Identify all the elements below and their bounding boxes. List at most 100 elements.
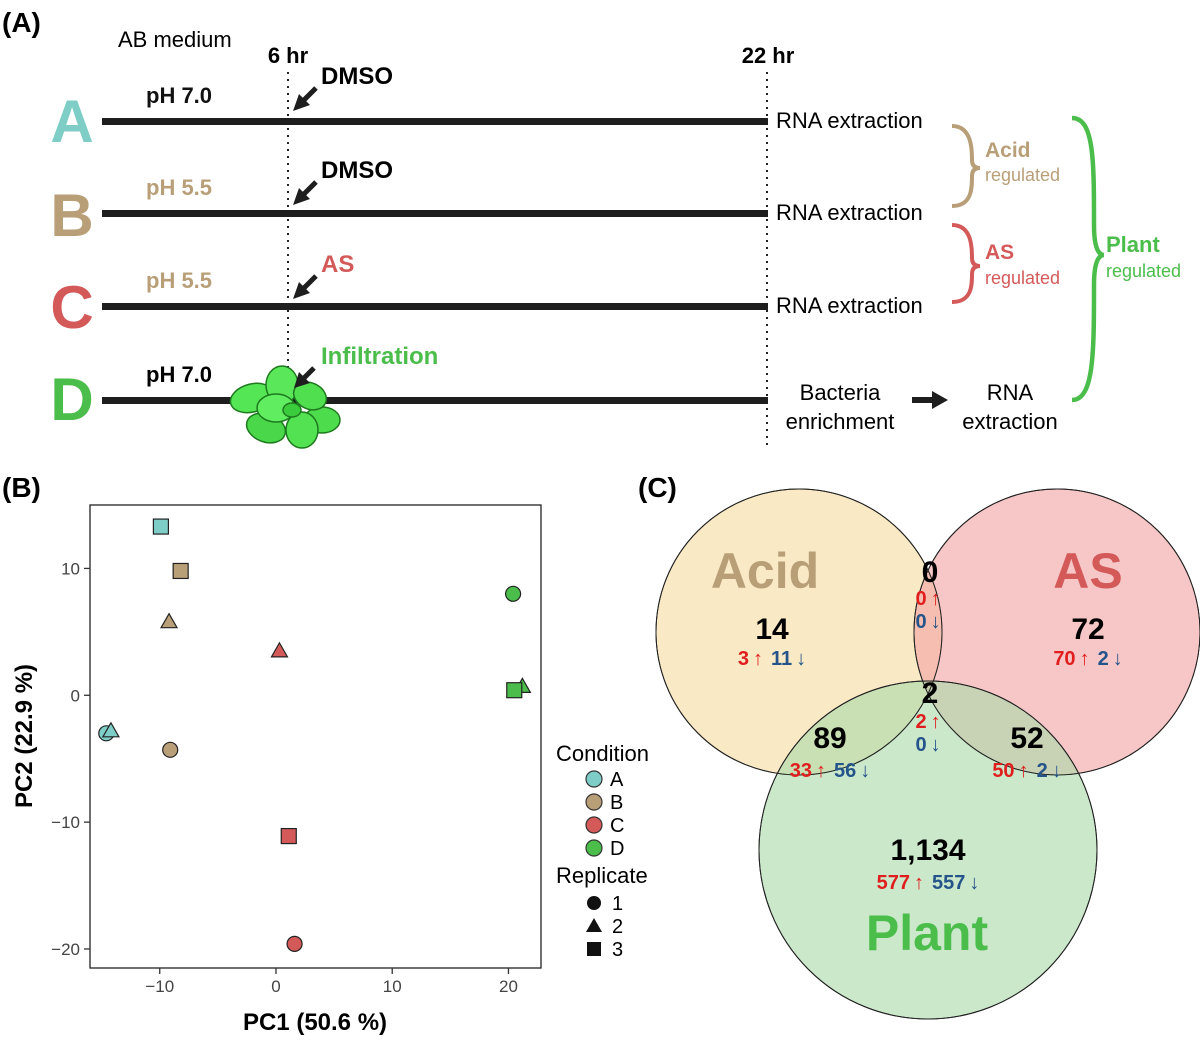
legend-replicate-2: 2 bbox=[612, 916, 623, 938]
row-d-end-line3: RNA bbox=[987, 380, 1034, 405]
plant-brace-title: Plant bbox=[1106, 232, 1160, 257]
row-b-end: RNA extraction bbox=[776, 200, 923, 225]
set-label-acid: Acid bbox=[711, 543, 819, 599]
row-b-treatment: DMSO bbox=[321, 157, 393, 184]
point-A-rep3 bbox=[152, 518, 170, 535]
time-6hr-label: 6 hr bbox=[268, 43, 309, 68]
plot-frame bbox=[89, 504, 542, 969]
row-c-arrow-icon bbox=[293, 274, 318, 299]
region-total: 72 bbox=[1071, 613, 1104, 646]
point-B-rep2 bbox=[160, 612, 179, 629]
point-C-rep2 bbox=[270, 641, 289, 658]
legend-square-icon bbox=[587, 942, 601, 956]
row-a-treatment: DMSO bbox=[321, 63, 393, 90]
row-c-treatment: AS bbox=[321, 251, 354, 278]
row-d-end-line4: extraction bbox=[962, 409, 1057, 434]
panel-b-label: (B) bbox=[2, 472, 41, 503]
legend-swatch-d bbox=[585, 839, 603, 857]
x-tick-label: 20 bbox=[499, 977, 518, 996]
legend-swatch-c bbox=[585, 816, 603, 834]
legend-swatch-b bbox=[585, 793, 603, 811]
legend-label-c: C bbox=[610, 815, 624, 837]
legend-triangle-icon bbox=[586, 918, 602, 932]
as-brace: AS regulated bbox=[951, 223, 1060, 304]
legend-condition-title: Condition bbox=[556, 741, 649, 766]
point-B-rep3 bbox=[172, 562, 189, 580]
y-axis: −20 −10 0 10 bbox=[51, 559, 90, 959]
row-d: D pH 7.0 Infiltration Bacteria enrichmen… bbox=[50, 343, 1058, 449]
row-c-letter: C bbox=[50, 274, 93, 341]
region-counts: 3 ↑ 11 ↓ bbox=[738, 648, 806, 670]
y-axis-label: PC2 (22.9 %) bbox=[11, 664, 38, 808]
x-axis-label: PC1 (50.6 %) bbox=[243, 1009, 387, 1036]
plant-brace-sub: regulated bbox=[1106, 261, 1181, 281]
x-tick-label: −10 bbox=[145, 977, 174, 996]
y-tick-label: 10 bbox=[61, 559, 80, 578]
point-C-rep3 bbox=[280, 827, 297, 845]
enrichment-arrow-icon bbox=[912, 391, 948, 409]
panel-c-label: (C) bbox=[638, 472, 677, 503]
row-c: C pH 5.5 AS RNA extraction bbox=[50, 251, 922, 341]
point-A-rep2 bbox=[101, 721, 120, 738]
row-d-treatment: Infiltration bbox=[321, 343, 438, 370]
region-center: 2 2 ↑ 0 ↓ bbox=[915, 677, 940, 756]
x-axis: −10 0 10 20 bbox=[145, 968, 518, 996]
legend: Condition A B C D Replicate 1 2 3 bbox=[556, 741, 649, 961]
time-22hr-label: 22 hr bbox=[742, 43, 795, 68]
legend-replicate-title: Replicate bbox=[556, 863, 648, 888]
row-a-timeline bbox=[102, 118, 768, 125]
region-down: 0 ↓ bbox=[915, 611, 940, 633]
plant-brace: Plant regulated bbox=[1071, 115, 1181, 403]
row-d-letter: D bbox=[50, 366, 93, 433]
row-d-arrow-icon bbox=[294, 366, 316, 388]
region-as-only: 72 70 ↑ 2 ↓ bbox=[1053, 613, 1122, 670]
panel-b: (B) −10 0 10 20 −20 −10 0 10 PC1 (50.6 %) PC2 … bbox=[2, 472, 649, 1036]
point-C-rep1 bbox=[286, 935, 303, 952]
region-total: 2 bbox=[922, 677, 939, 710]
region-total: 14 bbox=[755, 613, 789, 646]
row-a: A pH 7.0 DMSO RNA extraction bbox=[50, 63, 922, 155]
row-d-timeline bbox=[102, 397, 768, 404]
panel-c: (C) Acid AS Plant 14 3 ↑ 11 ↓ 0 0 ↑ 0 ↓ bbox=[638, 472, 1200, 1020]
region-counts: 577 ↑ 557 ↓ bbox=[877, 872, 980, 894]
region-down: 0 ↓ bbox=[915, 734, 940, 756]
region-acid-only: 14 3 ↑ 11 ↓ bbox=[738, 613, 806, 670]
x-tick-label: 10 bbox=[383, 977, 402, 996]
data-points bbox=[98, 518, 532, 952]
legend-label-b: B bbox=[610, 792, 623, 814]
y-tick-label: −20 bbox=[51, 940, 80, 959]
row-c-end: RNA extraction bbox=[776, 293, 923, 318]
legend-label-d: D bbox=[610, 838, 624, 860]
medium-label: AB medium bbox=[118, 27, 232, 52]
legend-replicate-1: 1 bbox=[612, 893, 623, 915]
row-a-letter: A bbox=[50, 88, 93, 155]
region-total: 1,134 bbox=[890, 834, 965, 867]
x-tick-label: 0 bbox=[271, 977, 280, 996]
panel-a: (A) AB medium 6 hr 22 hr A pH 7.0 DMSO R… bbox=[2, 7, 1181, 449]
region-counts: 70 ↑ 2 ↓ bbox=[1053, 648, 1122, 670]
region-total: 52 bbox=[1010, 722, 1043, 755]
row-d-end-line2: enrichment bbox=[786, 409, 895, 434]
point-D-rep3 bbox=[506, 682, 523, 699]
region-total: 0 bbox=[922, 556, 939, 589]
row-b-arrow-icon bbox=[293, 180, 318, 205]
region-as-plant: 52 50 ↑ 2 ↓ bbox=[992, 722, 1061, 782]
plant-rosette-icon bbox=[229, 365, 341, 449]
row-d-end-line1: Bacteria bbox=[800, 380, 881, 405]
row-c-ph: pH 5.5 bbox=[146, 268, 212, 293]
row-a-end: RNA extraction bbox=[776, 108, 923, 133]
point-D-rep1 bbox=[505, 585, 522, 602]
region-plant-only: 1,134 577 ↑ 557 ↓ bbox=[877, 834, 980, 894]
acid-brace-title: Acid bbox=[985, 139, 1031, 162]
row-b-ph: pH 5.5 bbox=[146, 175, 212, 200]
as-brace-title: AS bbox=[985, 241, 1014, 264]
y-tick-label: −10 bbox=[51, 813, 80, 832]
region-up: 0 ↑ bbox=[915, 588, 940, 610]
row-a-ph: pH 7.0 bbox=[146, 83, 212, 108]
pca-plot: −10 0 10 20 −20 −10 0 10 PC1 (50.6 %) PC2 (22.… bbox=[11, 504, 542, 1036]
as-brace-sub: regulated bbox=[985, 268, 1060, 288]
row-b-letter: B bbox=[50, 182, 93, 249]
region-acid-as: 0 0 ↑ 0 ↓ bbox=[915, 556, 940, 633]
legend-circle-icon bbox=[587, 896, 601, 910]
